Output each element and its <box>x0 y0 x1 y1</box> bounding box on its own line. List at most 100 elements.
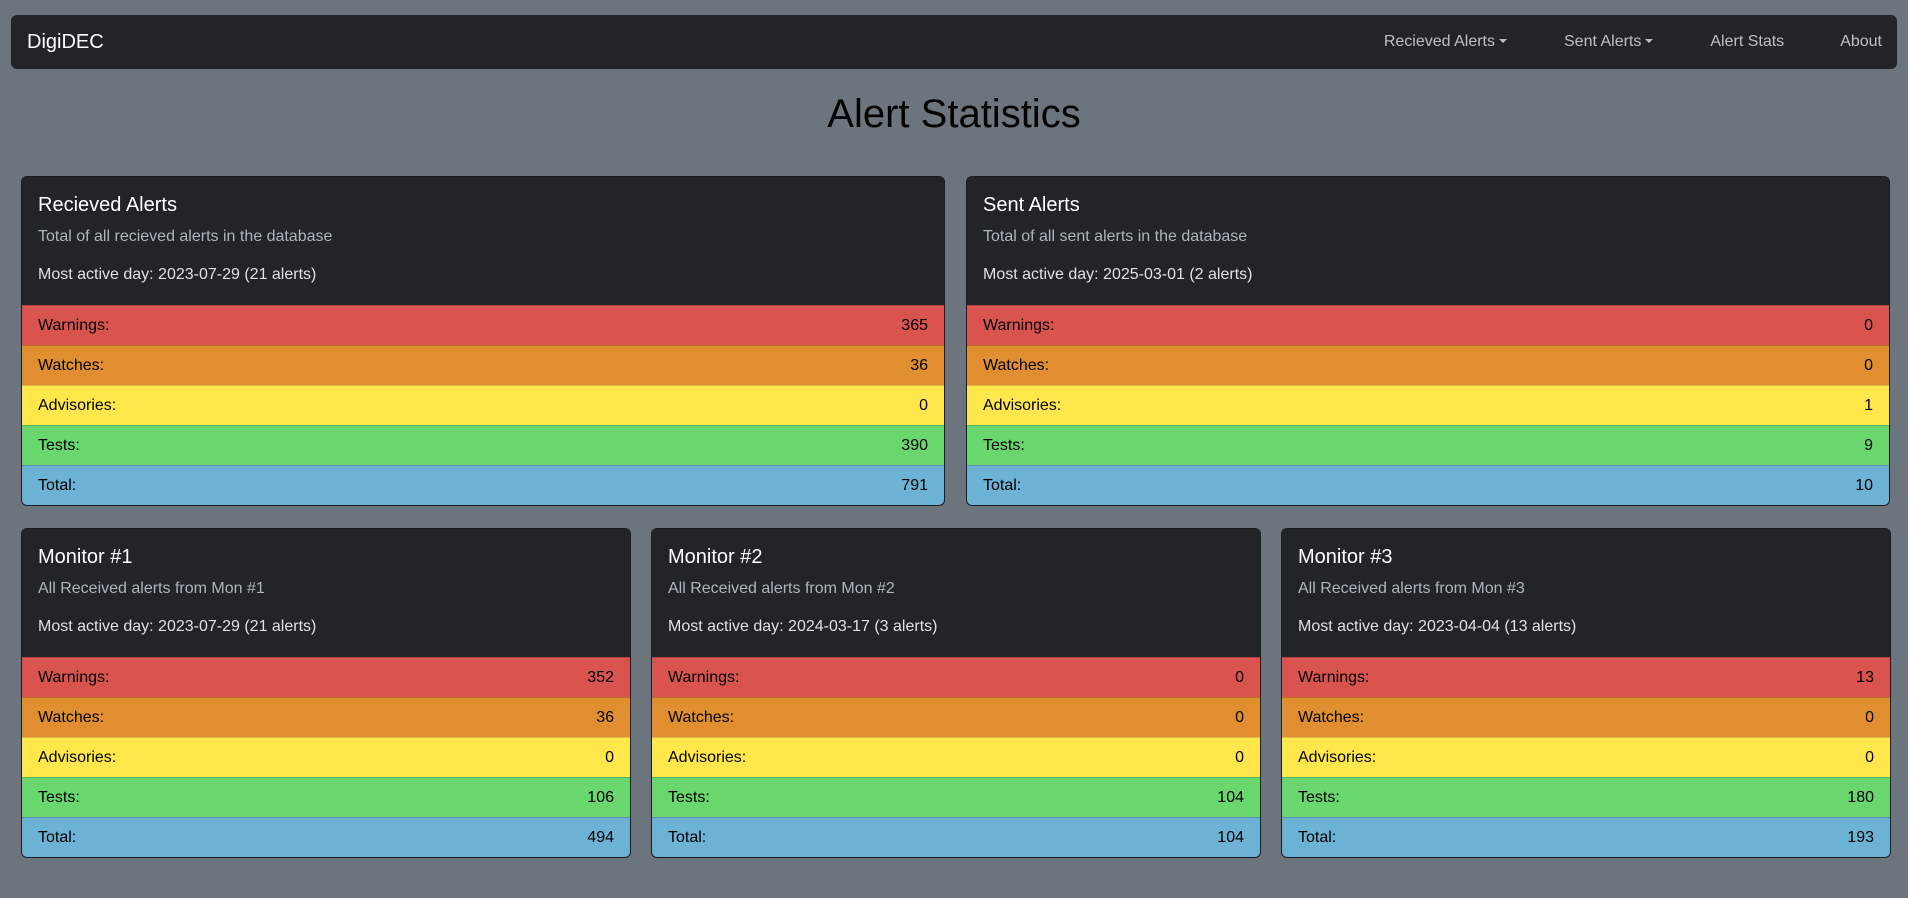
row-total: Total: 10 <box>967 465 1889 505</box>
row-total: Total: 193 <box>1282 817 1890 857</box>
row-warnings: Warnings: 352 <box>22 657 630 697</box>
card-subtitle: Total of all sent alerts in the database <box>983 228 1248 245</box>
card-most-active-day: Most active day: 2025-03-01 (2 alerts) <box>983 266 1253 283</box>
row-warnings: Warnings: 365 <box>22 305 944 345</box>
page-title: Alert Statistics <box>827 92 1081 136</box>
row-value: 365 <box>901 316 928 334</box>
row-value: 104 <box>1217 828 1244 846</box>
row-value: 0 <box>1235 748 1244 766</box>
row-advisories: Advisories: 1 <box>967 385 1889 425</box>
row-advisories: Advisories: 0 <box>652 737 1260 777</box>
card-body: Sent Alerts Total of all sent alerts in … <box>967 177 1889 305</box>
row-label: Advisories: <box>38 748 117 766</box>
card-subtitle: All Received alerts from Mon #2 <box>668 580 895 597</box>
row-value: 390 <box>901 436 928 454</box>
row-label: Total: <box>668 828 707 846</box>
nav-link-label: Sent Alerts <box>1564 33 1642 50</box>
row-value: 104 <box>1217 788 1244 806</box>
nav-recieved-alerts-dropdown[interactable]: Recieved Alerts <box>1384 33 1507 51</box>
row-value: 0 <box>919 396 928 414</box>
card-title: Monitor #2 <box>668 546 763 568</box>
card-monitor-1: Monitor #1 All Received alerts from Mon … <box>21 528 631 858</box>
row-advisories: Advisories: 0 <box>22 737 630 777</box>
navbar: DigiDEC Recieved Alerts Sent Alerts Aler… <box>11 15 1897 69</box>
row-tests: Tests: 106 <box>22 777 630 817</box>
row-advisories: Advisories: 0 <box>22 385 944 425</box>
row-label: Warnings: <box>38 668 110 686</box>
row-value: 0 <box>1865 748 1874 766</box>
row-value: 0 <box>1864 356 1873 374</box>
row-tests: Tests: 390 <box>22 425 944 465</box>
row-value: 494 <box>587 828 614 846</box>
row-label: Warnings: <box>1298 668 1370 686</box>
row-label: Tests: <box>1298 788 1340 806</box>
row-value: 180 <box>1847 788 1874 806</box>
row-tests: Tests: 104 <box>652 777 1260 817</box>
card-most-active-day: Most active day: 2023-07-29 (21 alerts) <box>38 618 317 635</box>
row-label: Advisories: <box>983 396 1062 414</box>
card-title: Monitor #1 <box>38 546 133 568</box>
card-monitor-3: Monitor #3 All Received alerts from Mon … <box>1281 528 1891 858</box>
row-total: Total: 791 <box>22 465 944 505</box>
brand-link[interactable]: DigiDEC <box>27 30 104 53</box>
row-total: Total: 104 <box>652 817 1260 857</box>
card-most-active-day: Most active day: 2023-04-04 (13 alerts) <box>1298 618 1577 635</box>
card-body: Monitor #1 All Received alerts from Mon … <box>22 529 630 657</box>
caret-down-icon <box>1499 39 1507 43</box>
row-value: 36 <box>596 708 614 726</box>
row-value: 36 <box>910 356 928 374</box>
row-warnings: Warnings: 0 <box>652 657 1260 697</box>
nav-alert-stats-link[interactable]: Alert Stats <box>1710 33 1784 51</box>
row-label: Total: <box>1298 828 1337 846</box>
row-value: 352 <box>587 668 614 686</box>
row-label: Tests: <box>983 436 1025 454</box>
nav-about-link[interactable]: About <box>1840 33 1882 51</box>
card-monitor-2: Monitor #2 All Received alerts from Mon … <box>651 528 1261 858</box>
card-title: Recieved Alerts <box>38 194 177 216</box>
row-tests: Tests: 9 <box>967 425 1889 465</box>
row-tests: Tests: 180 <box>1282 777 1890 817</box>
row-advisories: Advisories: 0 <box>1282 737 1890 777</box>
row-value: 0 <box>1864 316 1873 334</box>
nav-sent-alerts-dropdown[interactable]: Sent Alerts <box>1564 33 1654 51</box>
row-watches: Watches: 0 <box>967 345 1889 385</box>
card-subtitle: All Received alerts from Mon #3 <box>1298 580 1525 597</box>
row-warnings: Warnings: 13 <box>1282 657 1890 697</box>
nav-link-label: About <box>1840 33 1882 50</box>
row-value: 0 <box>1235 708 1244 726</box>
row-value: 0 <box>605 748 614 766</box>
nav-links: Recieved Alerts Sent Alerts Alert Stats … <box>1384 15 1897 69</box>
row-label: Watches: <box>668 708 735 726</box>
row-value: 193 <box>1847 828 1874 846</box>
nav-link-label: Recieved Alerts <box>1383 33 1495 50</box>
row-label: Advisories: <box>38 396 117 414</box>
card-sent-alerts: Sent Alerts Total of all sent alerts in … <box>966 176 1890 506</box>
row-value: 13 <box>1856 668 1874 686</box>
row-value: 0 <box>1865 708 1874 726</box>
row-label: Warnings: <box>983 316 1055 334</box>
card-most-active-day: Most active day: 2024-03-17 (3 alerts) <box>668 618 938 635</box>
card-title: Monitor #3 <box>1298 546 1393 568</box>
row-label: Tests: <box>668 788 710 806</box>
row-label: Total: <box>38 476 77 494</box>
card-subtitle: Total of all recieved alerts in the data… <box>38 228 333 245</box>
row-label: Watches: <box>38 708 105 726</box>
card-title: Sent Alerts <box>983 194 1080 216</box>
row-total: Total: 494 <box>22 817 630 857</box>
row-label: Advisories: <box>668 748 747 766</box>
row-watches: Watches: 36 <box>22 345 944 385</box>
row-label: Warnings: <box>38 316 110 334</box>
nav-link-label: Alert Stats <box>1710 33 1785 50</box>
row-label: Total: <box>983 476 1022 494</box>
row-watches: Watches: 36 <box>22 697 630 737</box>
card-body: Monitor #2 All Received alerts from Mon … <box>652 529 1260 657</box>
card-body: Recieved Alerts Total of all recieved al… <box>22 177 944 305</box>
row-label: Tests: <box>38 788 80 806</box>
row-watches: Watches: 0 <box>652 697 1260 737</box>
row-label: Warnings: <box>668 668 740 686</box>
card-most-active-day: Most active day: 2023-07-29 (21 alerts) <box>38 266 317 283</box>
row-value: 791 <box>901 476 928 494</box>
row-label: Watches: <box>38 356 105 374</box>
row-value: 1 <box>1864 396 1873 414</box>
card-recieved-alerts: Recieved Alerts Total of all recieved al… <box>21 176 945 506</box>
